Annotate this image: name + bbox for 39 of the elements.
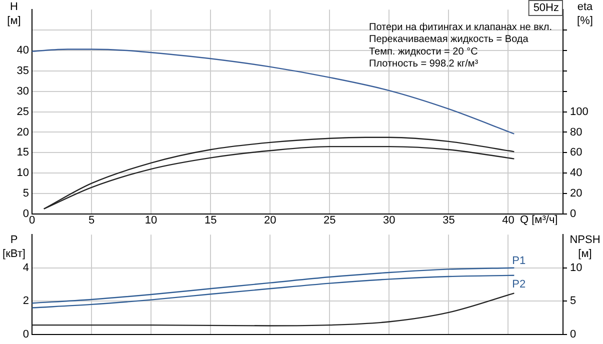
y2-axis-title: NPSH [м] [570,234,600,260]
x-tick-label: 20 [264,214,276,227]
x-tick-label: 30 [383,214,396,227]
y-tick-label: 20 [16,126,29,138]
y-tick-label: 25 [16,106,29,118]
series-label: P2 [512,278,526,290]
y2-tick-label: 100 [570,106,588,118]
y-tick-label: 4 [22,262,29,274]
x-tick-label: 5 [88,214,95,227]
x-tick-label: 15 [204,214,217,227]
y-tick-label: 2 [22,295,29,308]
y2-tick-label: 60 [570,146,582,159]
series-label: P1 [512,254,526,267]
y2-tick-label: 0 [570,328,576,340]
x-tick-label: 10 [144,214,158,227]
x-axis-title: Q [м³/ч] [520,214,558,226]
y-tick-label: 35 [16,64,29,77]
y2-tick-label: 40 [570,167,582,180]
x-tick-label: 35 [442,214,455,227]
y-tick-label: 40 [16,44,29,57]
y-tick-label: 30 [16,85,29,98]
y2-tick-label: 5 [570,295,576,308]
annotation: Темп. жидкости = 20 °C [369,46,478,58]
annotation: Плотность = 998.2 кг/м³ [369,58,479,70]
y-axis-title: H [м] [7,1,21,28]
chart-title: 50Hz [533,2,559,14]
y2-tick-label: 20 [570,188,582,200]
y-tick-label: 10 [16,167,29,180]
annotation: Потери на фитингах и клапанах не вкл. [369,22,552,33]
x-tick-label: 40 [502,214,514,227]
y-tick-label: 15 [16,146,29,159]
y2-tick-label: 10 [570,262,582,274]
x-tick-label: 25 [324,214,336,227]
y-axis-title: P [кВт] [2,234,26,260]
y2-tick-label: 80 [570,126,582,138]
y2-axis-title: eta [%] [577,1,594,28]
y-tick-label: 5 [22,188,29,200]
y-tick-label: 0 [22,328,29,340]
annotation: Перекачиваемая жидкость = Вода [369,34,529,46]
